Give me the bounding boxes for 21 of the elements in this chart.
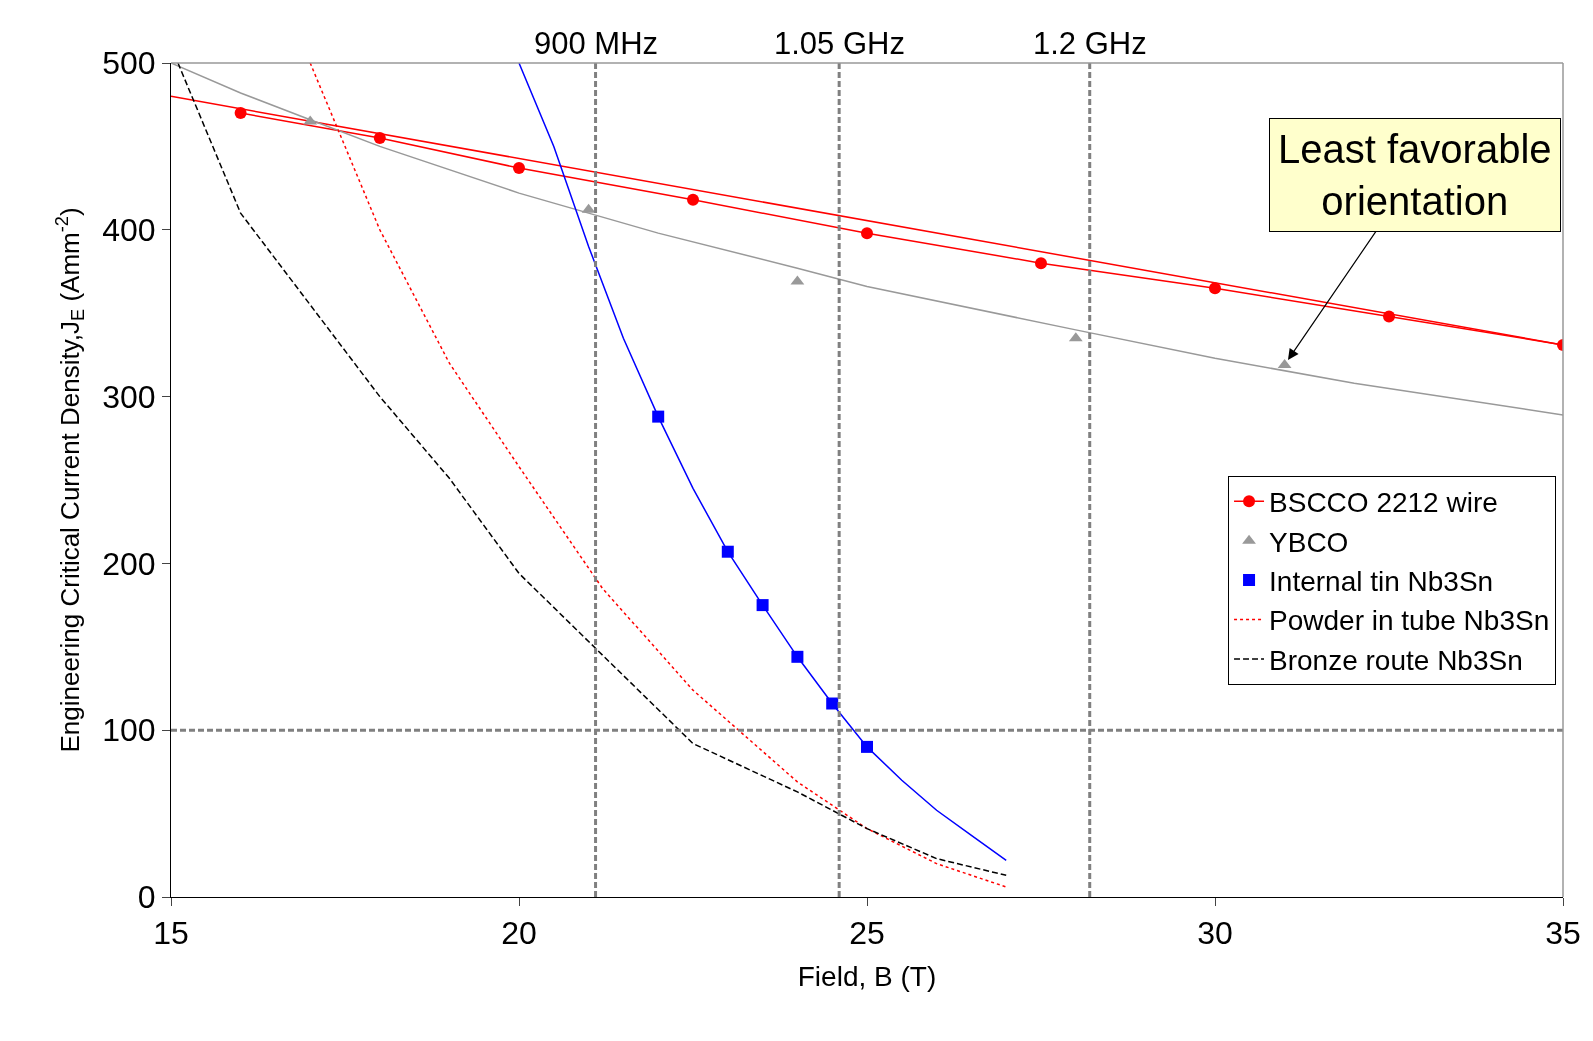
ref-line-label: 1.2 GHz (1033, 26, 1147, 61)
ref-line-label: 900 MHz (534, 26, 659, 61)
x-axis-title: Field, B (T) (797, 960, 937, 992)
legend-label: BSCCO 2212 wire (1269, 487, 1498, 519)
legend-label: Internal tin Nb3Sn (1269, 566, 1494, 597)
legend-label: Powder in tube Nb3Sn (1269, 605, 1550, 637)
y-tick-label: 100 (102, 712, 156, 749)
x-tick-label: 30 (1197, 915, 1233, 952)
legend-label: YBCO (1269, 526, 1349, 558)
ref-line-label: 1.05 GHz (774, 26, 905, 61)
x-tick-label: 25 (849, 915, 885, 952)
y-tick-label: 300 (102, 378, 156, 415)
x-tick-label: 15 (153, 915, 189, 952)
legend-label: Bronze route Nb3Sn (1269, 644, 1523, 676)
x-tick-label: 35 (1545, 915, 1581, 952)
x-tick-label: 20 (501, 915, 537, 952)
y-tick-label: 200 (102, 545, 156, 582)
y-tick-label: 500 (102, 45, 156, 82)
y-tick-label: 0 (137, 879, 156, 916)
y-tick-label: 400 (102, 212, 156, 248)
annotation: Least favorable orientation (1278, 127, 1552, 223)
